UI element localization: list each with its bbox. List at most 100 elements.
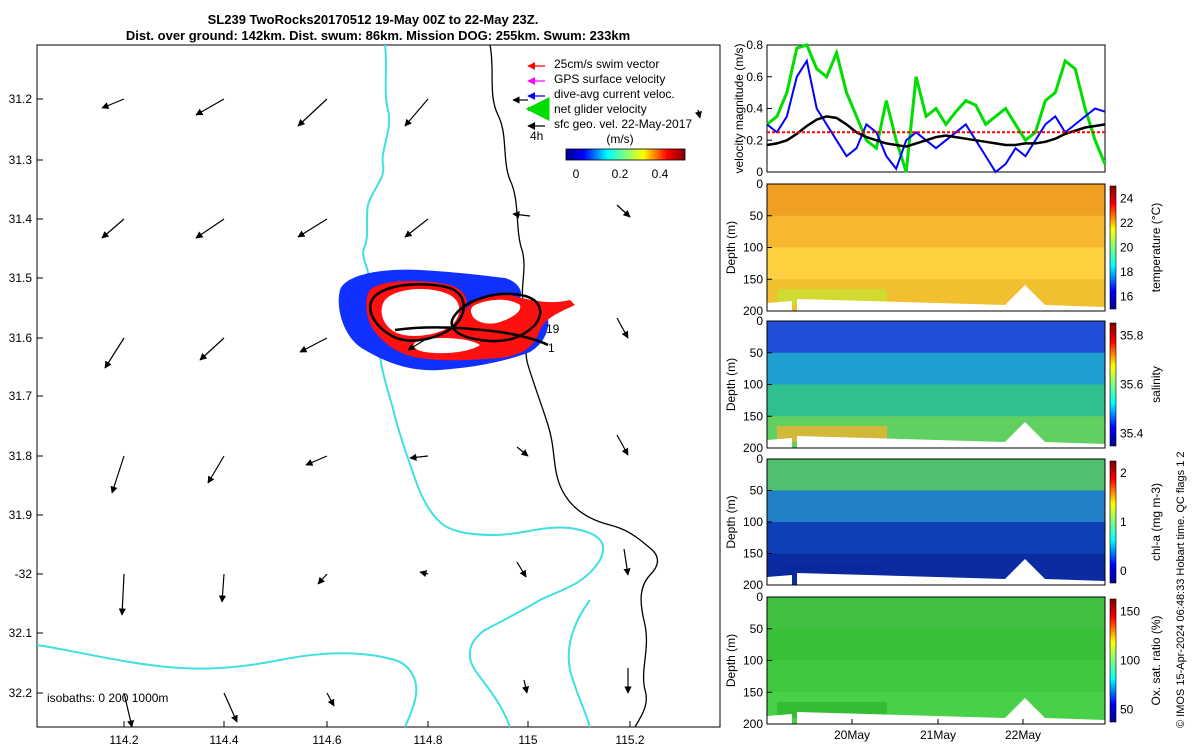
heatmap-colorbar-label: Ox. sat. ratio (%)	[1149, 615, 1163, 705]
heatmap-colorbar-tick: 24	[1120, 191, 1134, 205]
velocity-ylabel: velocity magnitude (m/s)	[732, 43, 746, 173]
map-colorbar	[565, 148, 686, 161]
track-hole-3	[413, 337, 480, 354]
track-label-19: 19	[546, 322, 560, 336]
velocity-series-line	[766, 115, 1106, 148]
map-colorbar-tick: 0.4	[652, 167, 669, 181]
heatmap-xtick-label: 22May	[1005, 728, 1041, 742]
geo-arrow	[199, 337, 225, 361]
lon-tick-label: 115.2	[615, 733, 644, 747]
lat-tick-label: 32.1	[9, 626, 33, 640]
lon-tick-label: 115	[518, 733, 537, 747]
lat-tick-label: 32.2	[9, 686, 33, 700]
map-colorbar-unit: (m/s)	[606, 132, 633, 146]
geo-arrow	[512, 211, 531, 219]
geo-arrow	[404, 98, 429, 127]
map-frame	[36, 44, 721, 728]
coastline-south	[36, 644, 418, 728]
lon-tick-label: 114.2	[109, 733, 138, 747]
track-hole-2	[471, 299, 521, 324]
geo-arrow	[407, 337, 429, 351]
heatmap-ytick-label: 100	[743, 654, 763, 668]
heatmap-colorbar-tick: 16	[1120, 290, 1134, 304]
geo-arrow	[110, 455, 125, 494]
legend-label: dive-avg current veloc.	[554, 87, 675, 101]
heatmap-panel: 0 50 100 150 200 Depth (m) 50 100 150 Ox. sat. ra…	[724, 590, 1163, 742]
track-hole-1	[381, 288, 460, 336]
heatmap-xtick-label: 20May	[834, 728, 870, 742]
heatmap-band	[767, 321, 1105, 354]
lat-tick-label: 31.5	[9, 271, 33, 285]
geo-arrow	[409, 453, 429, 461]
geo-arrow	[616, 317, 629, 339]
title-line2: Dist. over ground: 142km. Dist. swum: 86…	[126, 28, 630, 43]
legend-label: 25cm/s swim vector	[554, 57, 659, 71]
lon-tick-label: 114.4	[209, 733, 238, 747]
geo-arrow	[218, 573, 227, 603]
heatmap-colorbar-tick: 18	[1120, 265, 1134, 279]
coastline	[362, 44, 605, 728]
lat-tick-label: -32	[15, 567, 33, 581]
geo-arrow	[104, 337, 125, 369]
heatmap-ytick-label: 0	[756, 314, 763, 328]
heatmap-ytick-label: 50	[750, 484, 764, 498]
lat-tick-label: 31.6	[9, 331, 33, 345]
geo-arrow	[305, 455, 328, 466]
heatmap-band	[767, 490, 1105, 523]
glider-track	[369, 282, 549, 347]
map-colorbar-tick: 0.2	[612, 167, 629, 181]
isobath-legend: isobaths: 0 200 1000m	[47, 691, 168, 705]
heatmap-colorbar-label: chl-a (mg m-3)	[1149, 483, 1163, 561]
heatmap-colorbar	[1109, 598, 1117, 723]
isobath-line	[489, 44, 659, 728]
heatmap-band	[767, 352, 1105, 385]
coastline-inlet	[567, 599, 591, 728]
map-colorbar-tick: 0	[573, 167, 580, 181]
velocity-ytick-label: 0.6	[746, 70, 763, 84]
heatmap-band	[767, 247, 1105, 280]
heatmap-band	[767, 384, 1105, 417]
heatmap-colorbar-tick: 150	[1120, 604, 1140, 618]
geo-arrow	[195, 218, 225, 239]
heatmap-colorbar-tick: 35.4	[1120, 427, 1144, 441]
heatmap-colorbar-tick: 35.8	[1120, 328, 1144, 342]
map-axes: 114.2 114.4 114.6 114.8 115 115.2 31.2 31.3 31.4…	[9, 92, 645, 747]
heatmap-bathymetry-mask	[767, 698, 1105, 724]
velocity-ytick-label: 0.8	[746, 38, 763, 52]
lat-tick-label: 31.3	[9, 153, 33, 167]
heatmap-colorbar-tick: 2	[1120, 466, 1127, 480]
heatmap-ytick-label: 150	[743, 409, 763, 423]
lon-tick-label: 114.8	[413, 733, 442, 747]
heatmap-colorbar-label: temperature (°C)	[1149, 203, 1163, 293]
heatmap-colorbar-tick: 50	[1120, 703, 1134, 717]
track-label-1: 1	[548, 341, 555, 355]
heatmap-band	[767, 597, 1105, 630]
geo-arrow	[123, 692, 135, 728]
geo-arrow	[694, 109, 702, 119]
geo-arrow	[616, 204, 631, 218]
heatmap-colorbar-tick: 22	[1120, 216, 1134, 230]
heatmap-ytick-label: 200	[743, 717, 763, 731]
heatmap-colorbar-label: salinity	[1149, 366, 1163, 403]
footer-credit: © IMOS 15-Apr-2024 06:48:33 Hobart time.…	[1175, 451, 1187, 728]
heatmap-ytick-label: 150	[743, 685, 763, 699]
map-colorbar-ticks: 0 0.2 0.4	[573, 167, 669, 181]
heatmap-colorbar-tick: 35.6	[1120, 378, 1144, 392]
heatmap-colorbar-tick: 1	[1120, 515, 1127, 529]
geo-arrow	[516, 561, 527, 578]
heatmap-bathymetry-mask	[767, 285, 1105, 311]
lon-tick-label: 114.6	[312, 733, 341, 747]
heatmap-xtick-label: 21May	[920, 728, 956, 742]
heatmap-ytick-label: 100	[743, 378, 763, 392]
geo-arrow	[101, 218, 125, 239]
geo-arrow	[522, 679, 530, 694]
heatmap-panel: 0 50 100 150 200 Depth (m) 16 18 20 22 24 temperatu…	[724, 177, 1163, 318]
geo-arrow	[516, 446, 529, 457]
heatmap-band	[767, 459, 1105, 491]
heatmap-ytick-label: 0	[756, 590, 763, 604]
geo-arrow	[616, 434, 629, 456]
heatmap-panel: 0 50 100 150 200 Depth (m) 0 1 2 chl-a (mg m-3)	[724, 452, 1163, 592]
